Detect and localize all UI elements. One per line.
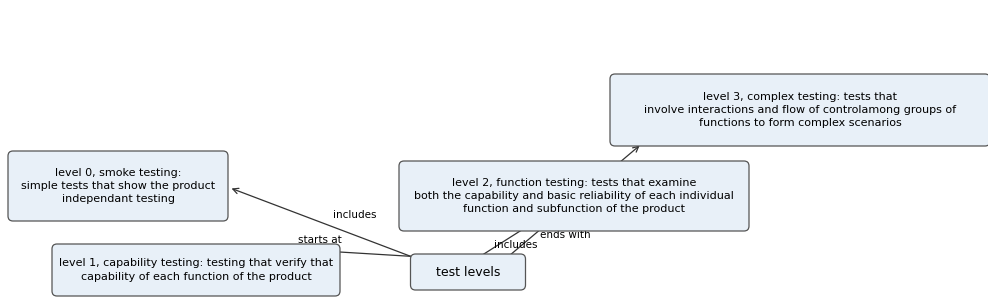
FancyBboxPatch shape [8,151,228,221]
Text: includes: includes [494,240,537,250]
Text: test levels: test levels [436,266,500,278]
FancyBboxPatch shape [399,161,749,231]
Text: level 3, complex testing: tests that
involve interactions and flow of controlamo: level 3, complex testing: tests that inv… [644,92,956,128]
Text: level 2, function testing: tests that examine
both the capability and basic reli: level 2, function testing: tests that ex… [414,178,734,214]
Text: ends with: ends with [539,230,590,240]
FancyBboxPatch shape [410,254,526,290]
Text: level 1, capability testing: testing that verify that
capability of each functio: level 1, capability testing: testing tha… [59,258,333,282]
Text: includes: includes [333,210,376,220]
Text: level 0, smoke testing:
simple tests that show the product
independant testing: level 0, smoke testing: simple tests tha… [21,168,215,204]
FancyBboxPatch shape [610,74,988,146]
Text: starts at: starts at [298,235,342,245]
FancyBboxPatch shape [52,244,340,296]
